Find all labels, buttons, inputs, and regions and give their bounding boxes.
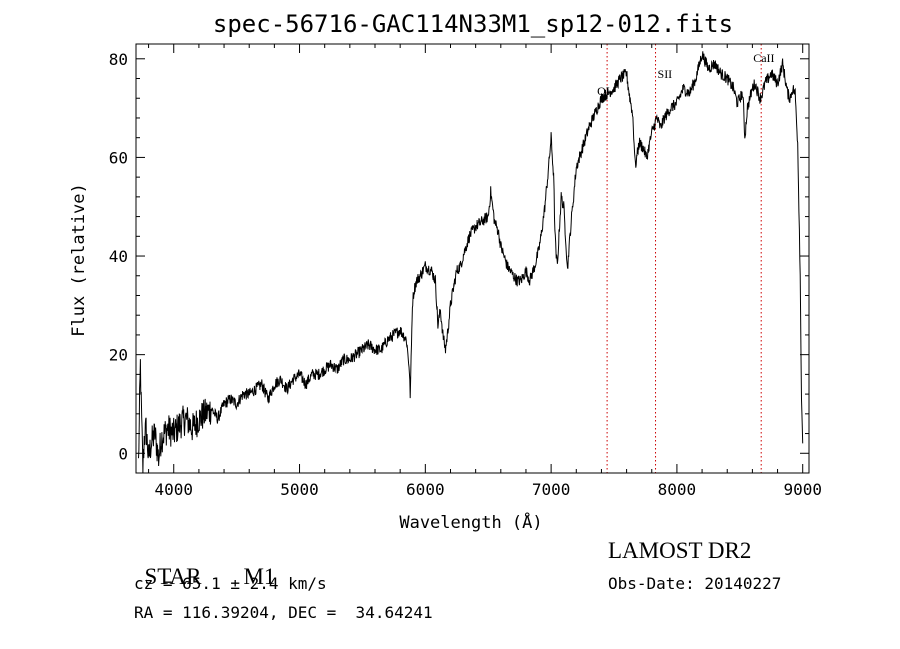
y-tick-label: 80 — [109, 50, 128, 69]
line-markers — [606, 44, 762, 473]
x-tick-label: 9000 — [783, 480, 822, 499]
survey-label: LAMOST DR2 — [608, 538, 752, 563]
y-axis: 0 20 40 60 80 — [109, 50, 809, 474]
x-axis: 4000 5000 6000 7000 8000 9000 — [148, 44, 822, 499]
y-axis-label: Flux (relative) — [69, 183, 89, 337]
line-marker-label: CaII — [753, 51, 774, 65]
y-tick-label: 20 — [109, 346, 128, 365]
x-tick-label: 4000 — [154, 480, 193, 499]
redshift-label: cz = 65.1 ± 2.4 km/s — [134, 574, 327, 593]
x-tick-label: 8000 — [658, 480, 697, 499]
x-tick-label: 5000 — [280, 480, 319, 499]
y-tick-label: 60 — [109, 148, 128, 167]
plot-frame — [135, 43, 810, 474]
y-tick-label: 40 — [109, 247, 128, 266]
spectrum-line — [138, 51, 804, 474]
x-tick-label: 6000 — [406, 480, 445, 499]
y-tick-label: 0 — [118, 444, 128, 463]
chart-title: spec-56716-GAC114N33M1_sp12-012.fits — [213, 10, 733, 38]
x-tick-label: 7000 — [532, 480, 571, 499]
line-marker-label: SII — [658, 67, 673, 81]
line-labels: OI SII CaII — [597, 51, 774, 98]
object-subclass: M1 — [243, 564, 276, 589]
obs-date-label: Obs-Date: 20140227 — [608, 574, 782, 593]
x-axis-label: Wavelength (Å) — [399, 511, 542, 533]
coordinates-label: RA = 116.39204, DEC = 34.64241 — [134, 603, 433, 622]
object-class: STAR M1 — [133, 538, 276, 590]
series-layer — [138, 51, 804, 474]
line-marker-label: OI — [597, 84, 610, 98]
object-type: STAR — [144, 564, 202, 589]
